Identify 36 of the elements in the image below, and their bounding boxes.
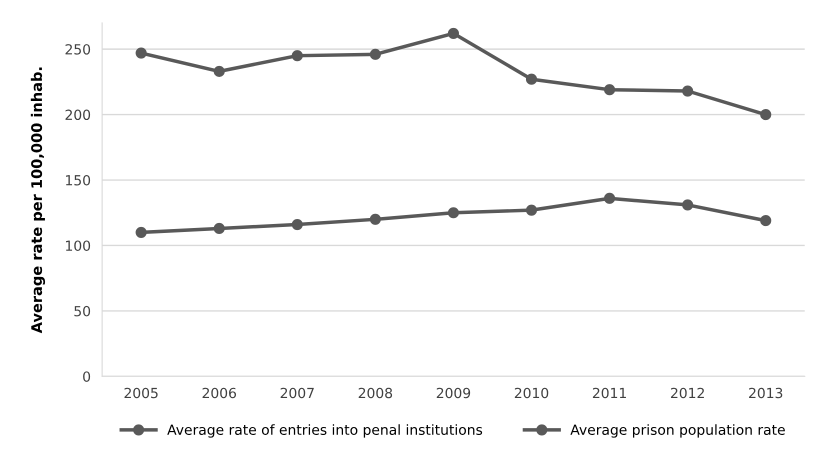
- point: [292, 50, 303, 62]
- point: [760, 109, 772, 120]
- point: [526, 74, 538, 85]
- x-tick-label: 2007: [280, 388, 314, 398]
- legend-label: Average prison population rate: [570, 424, 785, 438]
- x-tick-label: 2006: [202, 388, 236, 398]
- y-tick-label: 250: [66, 44, 90, 55]
- y-tick-label: 100: [66, 240, 90, 251]
- point: [760, 215, 772, 226]
- x-tick-label: 2005: [124, 388, 158, 398]
- point: [292, 218, 303, 230]
- point: [214, 66, 225, 77]
- y-tick-label: 200: [66, 110, 90, 120]
- y-tick-label: 150: [66, 175, 90, 186]
- y-tick-label: 0: [83, 371, 90, 382]
- point: [604, 192, 616, 204]
- point: [448, 28, 459, 39]
- point: [370, 48, 381, 60]
- x-tick-label: 2008: [358, 388, 392, 398]
- point: [136, 226, 147, 238]
- point: [136, 48, 147, 59]
- legend-label: Average rate of entries into penal institutions: [167, 424, 482, 438]
- x-tick-label: 2009: [436, 388, 470, 398]
- point: [682, 199, 694, 210]
- x-tick-label: 2010: [514, 388, 548, 398]
- y-axis-title: Average rate per 100,000 inhab.: [30, 68, 46, 334]
- x-tick-label: 2011: [592, 388, 626, 398]
- point: [604, 84, 616, 96]
- x-tick-label: 2013: [749, 388, 782, 398]
- x-tick-label: 2012: [670, 388, 704, 398]
- point: [214, 222, 225, 234]
- point: [682, 85, 694, 97]
- point: [448, 207, 459, 218]
- point: [370, 214, 381, 225]
- y-tick-label: 50: [74, 306, 90, 316]
- point: [526, 204, 538, 216]
